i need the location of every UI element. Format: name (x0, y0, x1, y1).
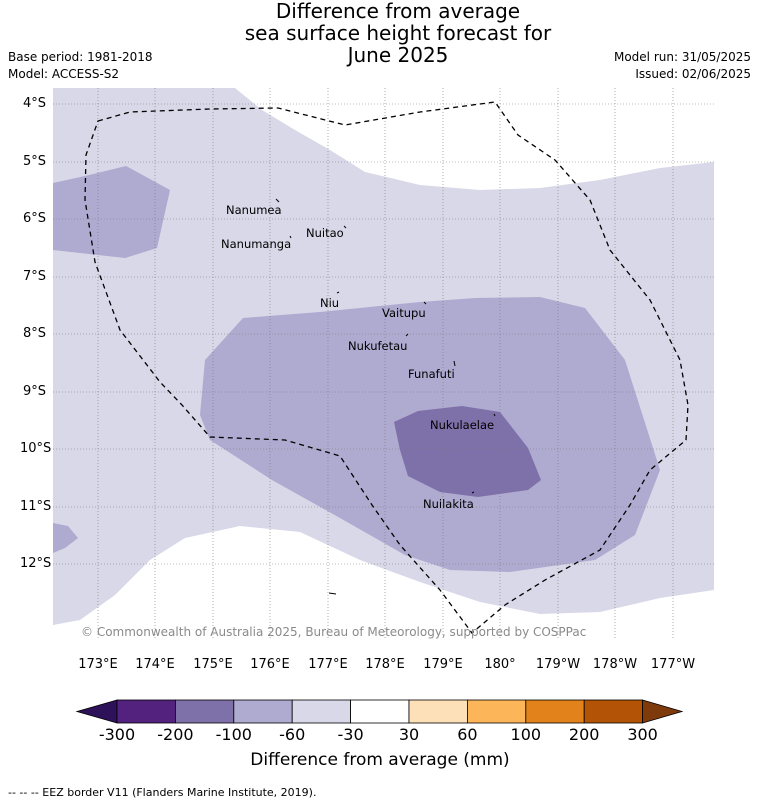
base-period: Base period: 1981-2018 (8, 50, 153, 64)
lat-tick-label: 9°S (22, 384, 46, 399)
lon-tick-label: 179°W (535, 657, 581, 672)
island-nuilakita (471, 491, 475, 494)
lat-tick-label: 10°S (20, 441, 52, 456)
island-nukufetau (405, 333, 409, 337)
colorbar-tick-label: -100 (215, 725, 252, 744)
model-name: Model: ACCESS-S2 (8, 67, 120, 81)
anomaly-region-medium-sw (53, 523, 78, 553)
colorbar-tick-label: -30 (337, 725, 364, 744)
model-run: Model run: 31/05/2025 (613, 50, 751, 64)
island-nukulaelae (493, 413, 496, 417)
lon-tick-label: 178°W (592, 657, 638, 672)
island-niu (336, 291, 340, 294)
island-nuitao (343, 225, 347, 229)
place-label-nukulaelae: Nukulaelae (430, 418, 495, 432)
lat-tick-label: 11°S (20, 499, 52, 514)
colorbar-extend-low (75, 699, 118, 724)
lon-tick-label: 178°E (365, 657, 405, 672)
place-label-niu: Niu (320, 296, 340, 310)
lat-tick-label: 12°S (20, 556, 52, 571)
lon-tick-label: 177°E (308, 657, 348, 672)
colorbar-extend-high (642, 699, 684, 724)
anomaly-region-dark (394, 406, 541, 497)
lon-tick-label: 180° (484, 657, 516, 672)
issued-date: Issued: 02/06/2025 (635, 67, 751, 81)
colorbar-bin (233, 699, 293, 724)
lat-tick-label: 6°S (22, 211, 46, 226)
copyright-notice: © Commonwealth of Australia 2025, Bureau… (81, 625, 587, 639)
colorbar-bin (291, 699, 352, 724)
colorbar-tick-label: 60 (457, 725, 478, 744)
eez-border (84, 101, 689, 634)
lon-tick-label: 179°E (423, 657, 463, 672)
island-south (328, 592, 337, 595)
colorbar-tick-label: 200 (568, 725, 600, 744)
colorbar-tick-label: -300 (98, 725, 136, 744)
island-vaitupu (423, 301, 427, 305)
colorbar-bin (525, 699, 585, 724)
place-label-nanumea: Nanumea (226, 203, 282, 217)
lon-tick-label: 174°E (135, 657, 175, 672)
colorbar-bin (174, 699, 235, 724)
place-label-funafuti: Funafuti (408, 367, 455, 381)
lon-tick-label: 176°E (250, 657, 290, 672)
lon-tick-label: 177°W (650, 657, 696, 672)
place-label-nanumanga: Nanumanga (221, 237, 292, 251)
colorbar-bin (116, 699, 176, 724)
lat-tick-label: 5°S (22, 154, 46, 169)
place-label-nukufetau: Nukufetau (348, 339, 408, 353)
place-label-nuitao: Nuitao (306, 226, 344, 240)
island-nanumea (275, 198, 280, 203)
title-line-1: Difference from average (275, 0, 521, 23)
island-funafuti (453, 360, 456, 367)
meta-left: Base period: 1981-2018 Model: ACCESS-S2 (8, 49, 153, 83)
lon-tick-label: 173°E (78, 657, 118, 672)
colorbar-bin (583, 699, 644, 724)
colorbar-bin (350, 699, 410, 724)
colorbar-tick-label: 300 (627, 725, 658, 744)
place-label-nuilakita: Nuilakita (423, 497, 474, 511)
title-line-3: June 2025 (347, 43, 449, 67)
colorbar-tick-label: 100 (510, 725, 542, 744)
meta-right: Model run: 31/05/2025 Issued: 02/06/2025 (614, 49, 751, 83)
colorbar-title: Difference from average (mm) (250, 750, 510, 770)
lat-tick-label: 4°S (22, 96, 46, 111)
eez-footnote: -- -- -- EEZ border V11 (Flanders Marine… (8, 786, 317, 799)
colorbar-tick-label: -60 (279, 725, 306, 744)
title-line-2: sea surface height forecast for (244, 21, 552, 45)
colorbar-tick-label: -200 (157, 725, 194, 744)
colorbar (75, 699, 684, 724)
colorbar-bin (466, 699, 527, 724)
anomaly-region-medium-west (53, 166, 170, 258)
map-title: Difference from average sea surface heig… (200, 0, 596, 66)
place-label-vaitupu: Vaitupu (382, 306, 426, 320)
lat-tick-label: 8°S (22, 326, 46, 341)
colorbar-tick-label: 30 (398, 725, 420, 744)
colorbar-bin (408, 699, 468, 724)
island-nanumanga (289, 235, 292, 239)
lat-tick-label: 7°S (22, 269, 46, 284)
lon-tick-label: 175°E (193, 657, 233, 672)
